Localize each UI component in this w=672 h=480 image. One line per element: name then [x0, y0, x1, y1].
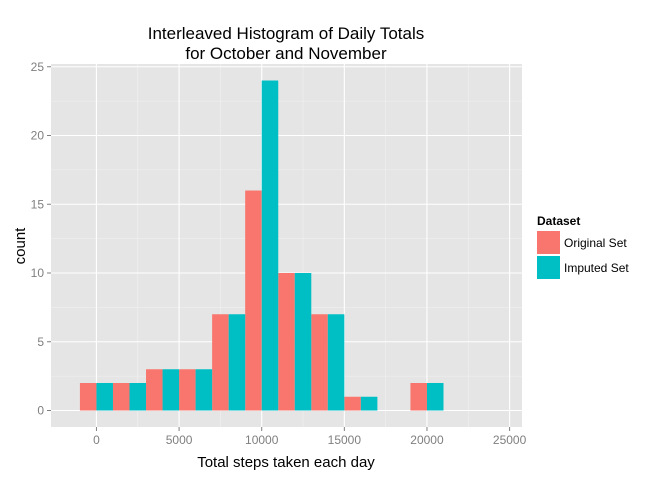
- bar-original-set: [79, 383, 97, 411]
- bar-original-set: [112, 383, 130, 411]
- y-axis-title: count: [12, 227, 29, 265]
- legend-label-imputed-set: Imputed Set: [564, 261, 629, 275]
- y-tick-label: 0: [37, 404, 44, 418]
- bar-original-set: [179, 369, 196, 411]
- bar-original-set: [311, 314, 328, 411]
- x-tick-label: 5000: [166, 433, 193, 447]
- bar-original-set: [344, 396, 361, 411]
- bar-original-set: [146, 369, 163, 411]
- bar-imputed-set: [96, 383, 113, 411]
- bar-original-set: [245, 190, 262, 411]
- y-tick-label: 25: [31, 60, 45, 74]
- bar-imputed-set: [360, 396, 378, 411]
- chart-title-line-1: Interleaved Histogram of Daily Totals: [148, 24, 425, 43]
- bar-imputed-set: [162, 369, 180, 411]
- legend: Dataset Original Set Imputed Set: [537, 214, 629, 279]
- x-axis: 0 5000 10000 15000 20000 25000: [93, 427, 527, 447]
- y-tick-label: 20: [31, 129, 45, 143]
- bars-layer: [79, 80, 444, 411]
- bar-imputed-set: [195, 369, 213, 411]
- y-axis: 0 5 10 15 20 25: [31, 60, 51, 418]
- x-tick-label: 20000: [410, 433, 444, 447]
- x-tick-label: 15000: [328, 433, 362, 447]
- bar-imputed-set: [129, 383, 147, 411]
- y-tick-label: 10: [31, 266, 45, 280]
- bar-original-set: [410, 383, 427, 411]
- bar-original-set: [212, 314, 229, 411]
- bar-imputed-set: [228, 314, 246, 411]
- x-tick-label: 25000: [493, 433, 527, 447]
- x-tick-label: 10000: [245, 433, 279, 447]
- x-tick-label: 0: [93, 433, 100, 447]
- bar-imputed-set: [261, 80, 279, 411]
- legend-swatch-imputed-set: [537, 256, 560, 279]
- y-tick-label: 5: [37, 335, 44, 349]
- bar-imputed-set: [426, 383, 444, 411]
- legend-swatch-original-set: [537, 231, 560, 254]
- grid-major: [51, 64, 522, 427]
- x-axis-title: Total steps taken each day: [197, 454, 375, 471]
- bar-imputed-set: [294, 273, 312, 411]
- legend-title: Dataset: [537, 214, 580, 228]
- chart-title-line-2: for October and November: [185, 44, 387, 63]
- legend-label-original-set: Original Set: [564, 236, 627, 250]
- bar-imputed-set: [327, 314, 345, 411]
- y-tick-label: 15: [31, 197, 45, 211]
- bar-original-set: [278, 273, 295, 411]
